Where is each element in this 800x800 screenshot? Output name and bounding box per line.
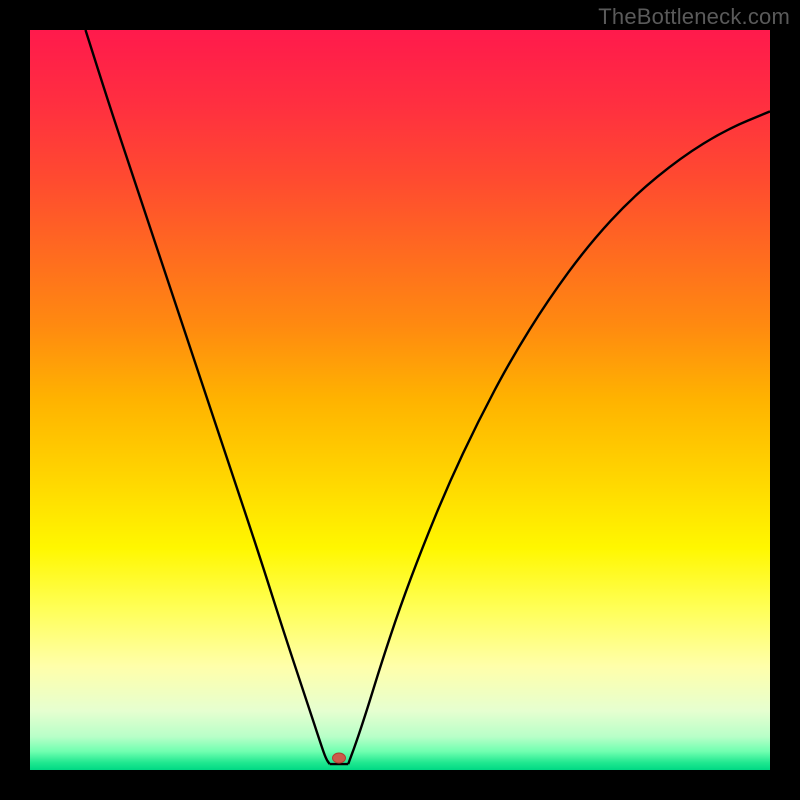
watermark-text: TheBottleneck.com <box>598 4 790 30</box>
curve-right-branch <box>348 111 770 764</box>
optimal-point-marker <box>332 753 346 764</box>
chart-frame: TheBottleneck.com <box>0 0 800 800</box>
curve-left-branch <box>86 30 330 764</box>
bottleneck-curve <box>30 30 770 770</box>
plot-area <box>30 30 770 770</box>
